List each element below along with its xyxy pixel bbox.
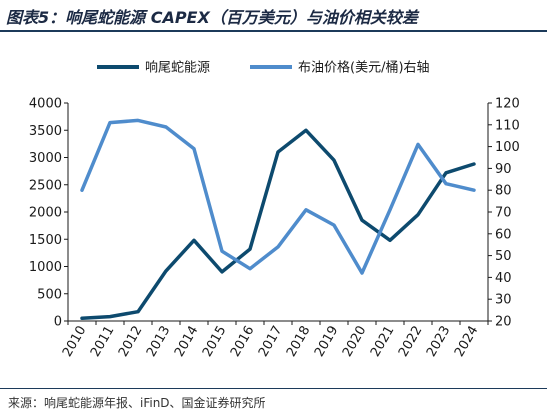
source-divider [0,388,547,389]
x-tick-label: 2019 [312,324,342,360]
axes: 0 500 1000 1500 2000 2500 3000 3500 4000 20 30 40 50… [29,97,520,360]
x-tick-label: 2022 [396,324,426,360]
y-left-tick-label: 2000 [29,206,62,221]
y-right-tick-label: 100 [495,140,520,155]
series-line-capex [80,128,476,321]
x-tick-label: 2017 [256,324,286,360]
y-right-tick-label: 70 [495,206,512,221]
chart-title: 图表5：响尾蛇能源 CAPEX（百万美元）与油价相关较差 [6,8,418,27]
x-tick-label: 2013 [144,324,174,360]
x-tick-label: 2016 [228,324,258,360]
x-tick-label: 2011 [88,324,118,360]
x-tick-label: 2014 [172,324,202,360]
legend-item-brent-label: 布油价格(美元/桶)右轴 [298,60,430,76]
legend-item-capex-label: 响尾蛇能源 [145,60,210,76]
y-left-tick-label: 1000 [29,260,62,275]
legend: 响尾蛇能源 布油价格(美元/桶)右轴 [97,60,430,76]
y-right-tick-label: 80 [495,184,512,199]
x-tick-label: 2012 [116,324,146,360]
y-left-tick-label: 500 [37,287,62,302]
y-right-tick-label: 60 [495,227,512,242]
series-layer [80,118,476,321]
y-right-tick-label: 50 [495,249,512,264]
x-tick-label: 2018 [284,324,314,360]
x-tick-label: 2024 [452,324,482,360]
y-left-tick-label: 4000 [29,97,62,112]
series-line-brent [80,118,476,275]
y-left-tick-label: 3500 [29,124,62,139]
chart: 响尾蛇能源 布油价格(美元/桶)右轴 0 500 1000 1500 2000 2500 30… [29,60,520,360]
y-right-tick-label: 90 [495,162,512,177]
y-left-tick-label: 2500 [29,178,62,193]
title-divider [0,30,547,32]
y-right-tick-label: 20 [495,315,512,330]
x-tick-label: 2023 [424,324,454,360]
x-tick-label: 2020 [340,324,370,360]
y-right-tick-label: 30 [495,293,512,308]
x-tick-label: 2021 [368,324,398,360]
x-tick-label: 2010 [60,324,90,360]
source-note: 来源：响尾蛇能源年报、iFinD、国金证券研究所 [8,396,266,410]
y-right-tick-label: 40 [495,271,512,286]
y-right-tick-label: 110 [495,118,520,133]
y-right-tick-label: 120 [495,97,520,112]
y-left-tick-label: 0 [54,315,62,330]
x-tick-label: 2015 [200,324,230,360]
y-left-tick-label: 1500 [29,233,62,248]
y-left-tick-label: 3000 [29,151,62,166]
